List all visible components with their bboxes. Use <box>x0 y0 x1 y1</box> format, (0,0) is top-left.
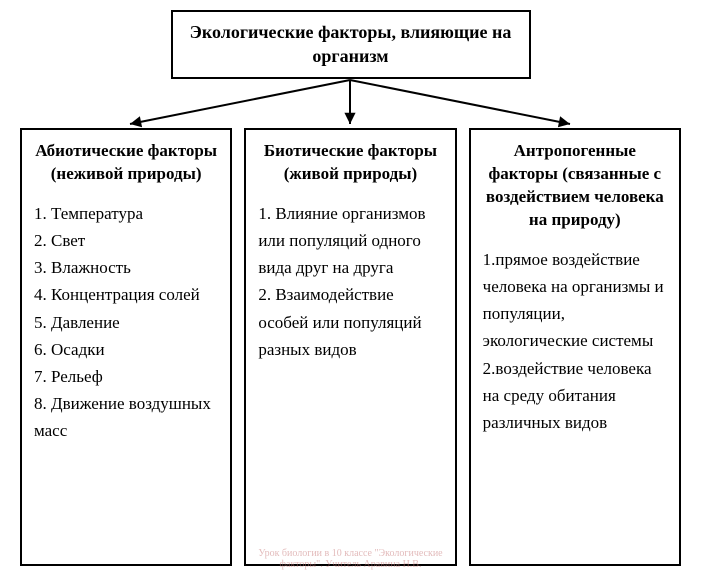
list-item: 7. Рельеф <box>34 363 218 390</box>
list-item: 4. Концентрация солей <box>34 281 218 308</box>
column-header: Антропогенные факторы (связанные с возде… <box>483 140 667 232</box>
list-item: 2.воздействие человека на среду обитания… <box>483 355 667 437</box>
list-item: 1. Влияние организмов или популяций одно… <box>258 200 442 282</box>
root-title: Экологические факторы, влияющие на орган… <box>187 20 515 69</box>
column-anthropogenic: Антропогенные факторы (связанные с возде… <box>469 128 681 566</box>
connector-arrows <box>0 72 701 132</box>
column-header: Абиотические факторы (неживой природы) <box>34 140 218 186</box>
list-item: 1. Температура <box>34 200 218 227</box>
column-body-abiotic: 1. Температура 2. Свет 3. Влажность 4. К… <box>34 200 218 445</box>
list-item: 2. Свет <box>34 227 218 254</box>
list-item: 1.прямое воздействие человека на организ… <box>483 246 667 355</box>
root-node: Экологические факторы, влияющие на орган… <box>171 10 531 79</box>
column-body-anthropogenic: 1.прямое воздействие человека на организ… <box>483 246 667 436</box>
column-body-biotic: 1. Влияние организмов или популяций одно… <box>258 200 442 363</box>
list-item: 6. Осадки <box>34 336 218 363</box>
list-item: 3. Влажность <box>34 254 218 281</box>
column-biotic: Биотические факторы (живой природы) 1. В… <box>244 128 456 566</box>
list-item: 2. Взаимодействие особей или популяций р… <box>258 281 442 363</box>
list-item: 5. Давление <box>34 309 218 336</box>
list-item: 8. Движение воздушных масс <box>34 390 218 444</box>
column-header: Биотические факторы (живой природы) <box>258 140 442 186</box>
columns-container: Абиотические факторы (неживой природы) 1… <box>20 128 681 566</box>
column-abiotic: Абиотические факторы (неживой природы) 1… <box>20 128 232 566</box>
